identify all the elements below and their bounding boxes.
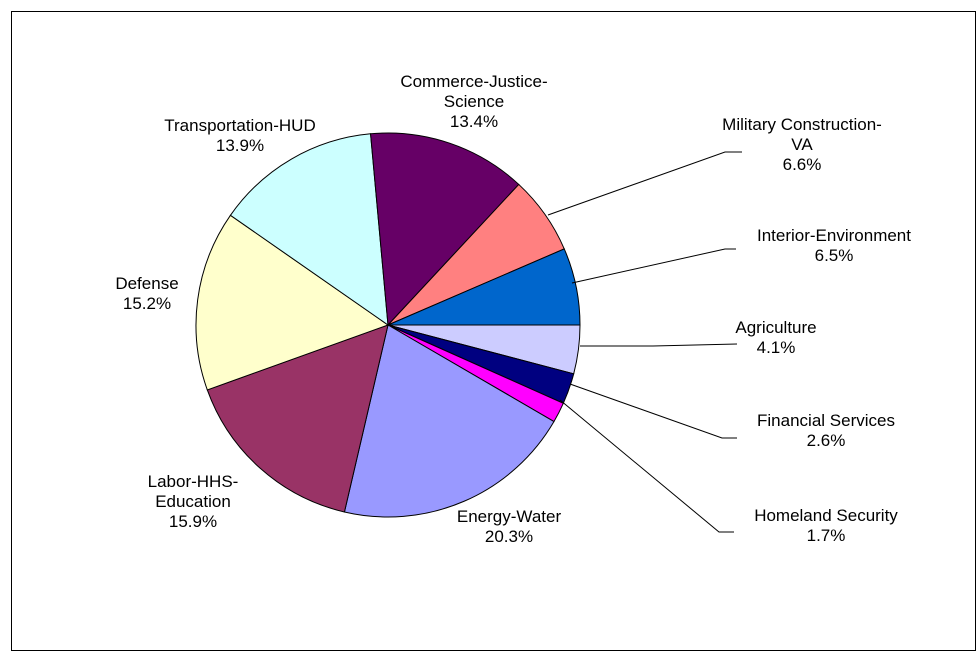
slice-label-line: Science [444,92,504,111]
leader-line-0 [580,343,738,347]
slice-label-line: 13.4% [450,112,498,131]
slice-label-line: 1.7% [807,526,846,545]
slice-label-line: Financial Services [757,411,895,430]
leader-line-2 [559,399,734,533]
leader-line-9 [571,248,736,284]
slice-label-7: Commerce-Justice-Science 13.4% [400,72,547,131]
slice-label-line: 15.9% [169,512,217,531]
slice-label-line: Agriculture [735,318,816,337]
slice-label-line: Commerce-Justice- [400,72,547,91]
slice-label-0: Agriculture 4.1% [735,318,816,357]
slice-label-line: Homeland Security [754,506,898,525]
slice-label-5: Defense 15.2% [115,274,178,313]
slice-label-line: 4.1% [757,338,796,357]
slice-label-6: Transportation-HUD 13.9% [164,116,315,155]
slice-label-line: 20.3% [485,527,533,546]
slice-label-line: 6.6% [783,155,822,174]
slice-label-1: Financial Services 2.6% [757,411,895,450]
pie-slice-5 [195,214,390,391]
slice-label-3: Energy-Water 20.3% [457,507,562,546]
pie-chart: Agriculture 4.1% Financial Services 2.6% Hom… [115,72,911,546]
slice-label-line: Military Construction- [722,115,882,134]
pie-slice-9 [387,248,581,326]
leader-line-8 [547,151,742,216]
slice-label-line: Interior-Environment [757,226,911,245]
slice-label-line: Labor-HHS- [148,472,239,491]
pie-slice-7 [370,132,520,327]
leader-line-1 [569,383,737,439]
slice-label-line: 6.5% [815,246,854,265]
slice-label-8: Military Construction-VA 6.6% [722,115,882,174]
slice-label-4: Labor-HHS-Education 15.9% [148,472,239,531]
pie-slice-6 [229,133,389,327]
slice-label-line: Defense [115,274,178,293]
slice-label-line: 15.2% [123,294,171,313]
slice-label-line: Education [155,492,231,511]
slice-label-line: VA [791,135,813,154]
slice-label-9: Interior-Environment 6.5% [757,226,911,265]
slice-label-line: 13.9% [216,136,264,155]
slice-label-line: Transportation-HUD [164,116,315,135]
pie-slice-3 [343,324,555,518]
slice-label-2: Homeland Security 1.7% [754,506,898,545]
slice-label-line: Energy-Water [457,507,562,526]
pie-slice-4 [206,324,389,513]
slice-label-line: 2.6% [807,431,846,450]
